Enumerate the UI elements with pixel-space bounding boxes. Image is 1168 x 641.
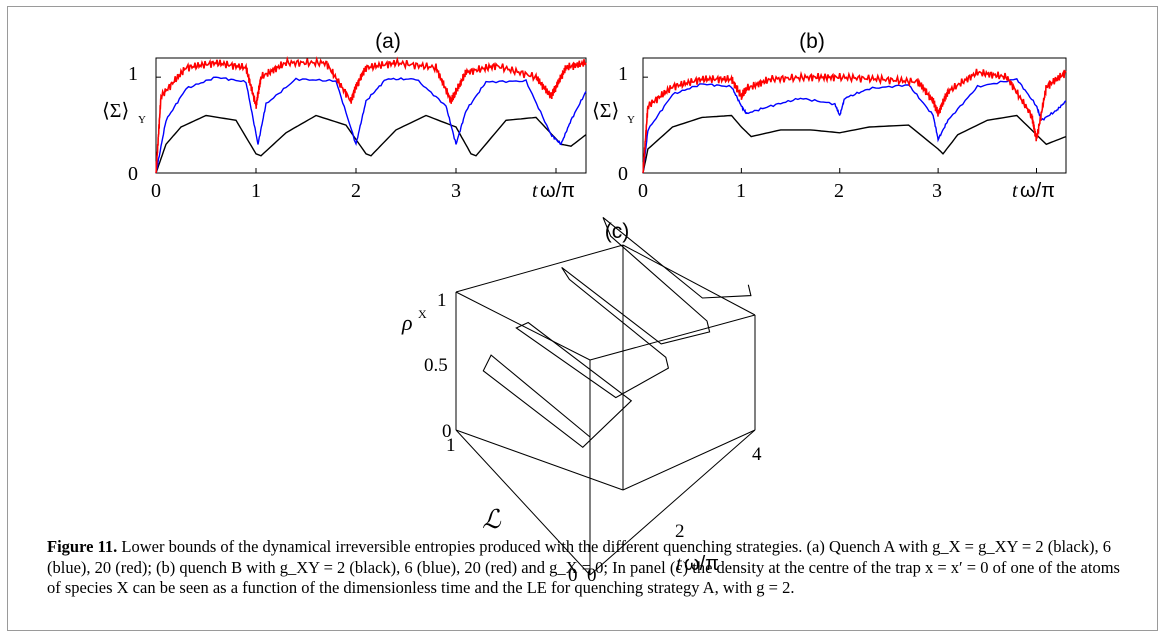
panel-b-ylabel: ⟨Σ⟩ [592,100,619,122]
panel-c-xlabel-t: t [676,553,682,575]
panel-a-xtick-1: 1 [251,180,261,202]
figure-caption: Figure 11. Lower bounds of the dynamical… [47,537,1127,599]
panel-b-axes-frame [642,57,1067,174]
panel-a-lines [155,55,587,174]
panel-a-xtick-0: 0 [151,180,161,202]
panel-c-zlabel: ρ [401,310,413,335]
panel-a-axes-frame [155,57,587,174]
panel-a-ticks [155,76,557,174]
panel-b-xlabel-rest: ω/π [1020,180,1055,202]
panel-a-ylabel: ⟨Σ⟩ [102,100,129,122]
panel-a-ytick-1: 1 [128,63,138,85]
figure-frame [7,6,1158,631]
panel-a-series-red [155,55,587,174]
panel-b-xlabel-t: t [1012,180,1018,202]
panel-c-xtick-0: 0 [587,565,597,586]
panel-c-ylabel: ℒ [482,505,502,534]
panel-c-zlabel-sup: X [418,307,427,321]
panel-a-title: (a) [375,30,401,53]
panel-c-box [455,244,756,576]
panel-c-xtick-2: 2 [675,521,685,542]
panel-b-ytick-0: 0 [618,163,628,185]
panel-a-ylabel-sub: Y [138,114,146,126]
panel-a-xtick-2: 2 [351,180,361,202]
panel-a-ytick-0: 0 [128,163,138,185]
panel-a-xtick-3: 3 [451,180,461,202]
panel-b: (b) ⟨Σ⟩ Y 1 0 0 1 2 3 t ω/π [592,30,1067,202]
panel-b-xtick-0: 0 [638,180,648,202]
panel-b-xtick-3: 3 [932,180,942,202]
panel-c-xtick-4: 4 [752,444,762,465]
panel-c-ytick-1: 1 [446,435,456,456]
panel-c-xlabel-rest: ω/π [684,553,719,575]
panel-a-xlabel-rest: ω/π [540,180,575,202]
caption-text: Lower bounds of the dynamical irreversib… [47,537,1120,597]
panel-c: (c) 1 0.5 0 1 0 0 2 4 ρ X ℒ t [401,216,762,586]
panel-b-ytick-1: 1 [618,63,628,85]
panel-c-ztick-1: 1 [437,290,447,311]
panel-a-series-blue [155,76,587,174]
panel-b-ylabel-sub: Y [627,114,635,126]
panel-c-ztick-0-5: 0.5 [424,355,448,376]
panel-b-xtick-2: 2 [834,180,844,202]
panel-c-ztick-0: 0 [442,421,452,442]
panel-c-ytick-0: 0 [568,565,578,586]
panel-a: (a) ⟨Σ⟩ Y 1 0 0 1 2 3 t ω/π [102,30,587,202]
panel-b-lines [642,68,1067,174]
panel-a-xlabel-t: t [532,180,538,202]
panel-c-density-curve [482,216,752,449]
caption-label: Figure 11. [47,537,118,556]
panel-b-xtick-1: 1 [736,180,746,202]
panel-a-series-black [155,114,587,174]
panel-b-title: (b) [799,30,825,53]
panel-b-series-black [642,114,1067,174]
panel-b-series-red [642,68,1067,174]
panel-c-title: (c) [605,220,630,243]
panel-b-series-blue [642,77,1067,174]
